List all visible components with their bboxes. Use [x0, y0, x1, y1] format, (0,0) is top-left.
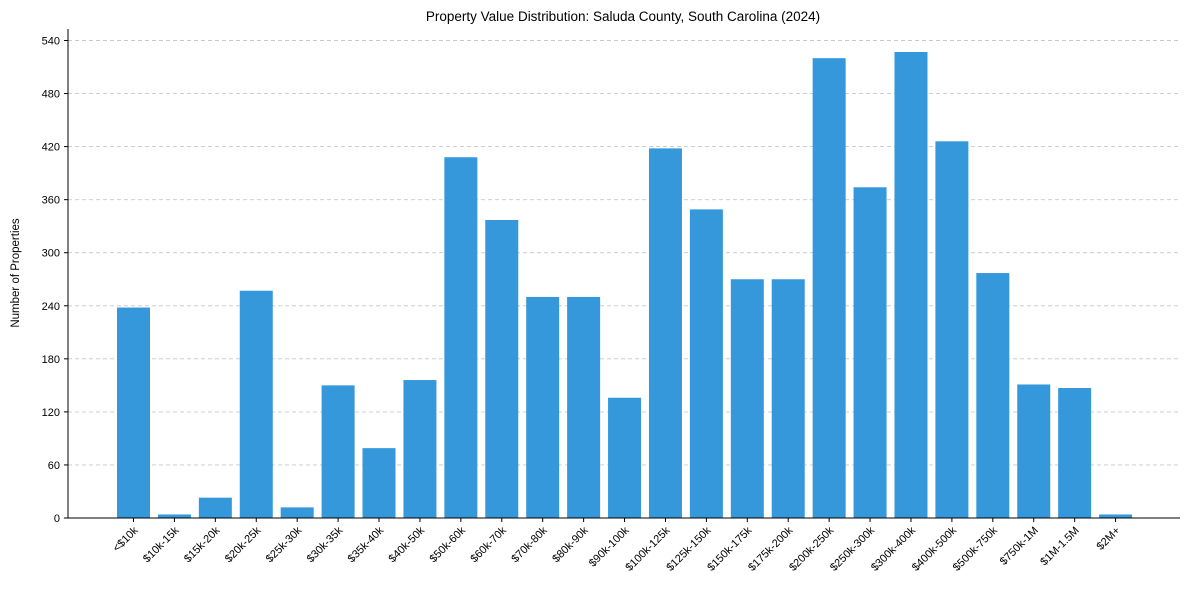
bar — [1099, 514, 1133, 518]
bar — [198, 497, 232, 518]
x-tick-label: $1M-1.5M — [1038, 525, 1082, 569]
bar — [689, 209, 723, 518]
bar — [1058, 388, 1092, 518]
bar — [935, 141, 969, 518]
bar — [526, 296, 560, 518]
bar — [648, 148, 682, 518]
bar — [157, 514, 191, 518]
y-tick-label: 540 — [42, 35, 60, 47]
y-tick-label: 180 — [42, 354, 60, 366]
bars — [117, 51, 1133, 518]
x-tick-label: $2M+ — [1095, 525, 1123, 553]
bar — [1017, 384, 1051, 518]
x-tick-label: $80k-90k — [550, 524, 591, 565]
y-tick-label: 420 — [42, 142, 60, 154]
y-axis-label: Number of Properties — [10, 218, 22, 328]
chart-title: Property Value Distribution: Saluda Coun… — [426, 9, 820, 24]
bar — [403, 380, 437, 518]
x-tick-label: $35k-40k — [346, 524, 387, 565]
bar — [730, 279, 764, 518]
x-tick-label: $70k-80k — [509, 524, 550, 565]
x-ticks: <$10k $10k-15k $15k-20k $20k-25k $25k-30k $30… — [111, 518, 1123, 574]
bar — [485, 220, 519, 518]
x-tick-label: $60k-70k — [468, 524, 509, 565]
x-tick-label: $15k-20k — [182, 524, 223, 565]
axes — [67, 29, 1180, 519]
y-ticks: 0 60 120 180 240 300 360 420 480 540 — [42, 35, 68, 525]
x-tick-label: $50k-60k — [427, 524, 468, 565]
y-tick-label: 0 — [54, 513, 60, 525]
bar — [853, 187, 887, 518]
bar — [771, 279, 805, 518]
x-tick-label: $10k-15k — [141, 524, 182, 565]
bar — [117, 307, 150, 518]
bar — [362, 448, 396, 518]
x-tick-label: $25k-30k — [264, 524, 305, 565]
bar — [567, 296, 601, 518]
bar — [280, 507, 314, 518]
y-tick-label: 240 — [42, 301, 60, 313]
x-tick-label: $500k-750k — [951, 524, 1000, 573]
y-tick-label: 480 — [42, 89, 60, 101]
x-tick-label: $750k-1M — [998, 525, 1041, 568]
x-tick-label: $40k-50k — [387, 524, 428, 565]
bar — [321, 385, 355, 518]
bar — [239, 290, 273, 518]
bar — [812, 58, 846, 518]
bar — [608, 397, 642, 518]
y-tick-label: 300 — [42, 248, 60, 260]
bar — [444, 157, 478, 518]
y-tick-label: 120 — [42, 407, 60, 419]
x-tick-label: $30k-35k — [305, 524, 346, 565]
x-tick-label: <$10k — [111, 524, 141, 554]
y-tick-label: 60 — [48, 460, 60, 472]
bar — [894, 51, 928, 518]
y-tick-label: 360 — [42, 195, 60, 207]
bar — [976, 273, 1010, 518]
x-tick-label: $20k-25k — [223, 524, 264, 565]
